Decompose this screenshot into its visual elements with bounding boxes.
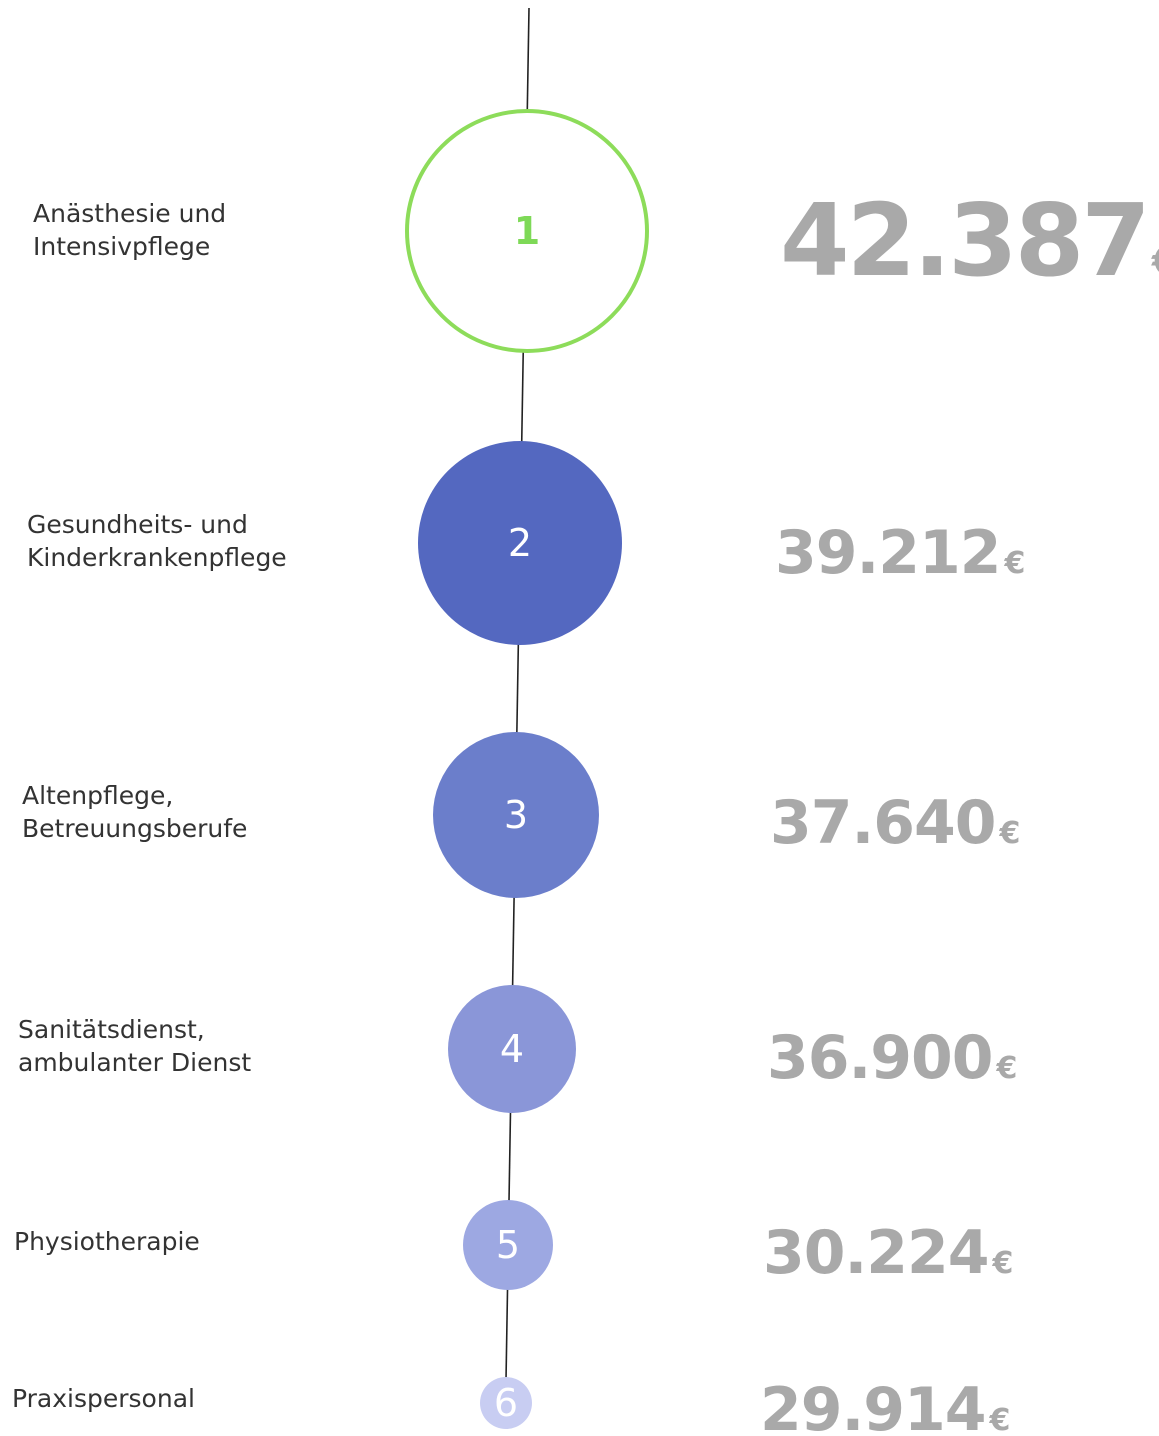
rank-circle (480, 1377, 532, 1429)
category-label: Sanitätsdienst, (18, 1015, 205, 1044)
currency: € (999, 816, 1020, 851)
category-label: Intensivpflege (33, 232, 210, 261)
category-label: Physiotherapie (14, 1227, 200, 1256)
category-label: Altenpflege, (22, 781, 173, 810)
currency: € (996, 1051, 1017, 1086)
amount-value: 29.914 (760, 1375, 986, 1436)
category-label: Gesundheits- und (27, 510, 248, 539)
rank-circle (463, 1200, 553, 1290)
rank-number: 4 (500, 1027, 524, 1071)
currency: € (1151, 239, 1159, 285)
rank-number: 2 (508, 521, 532, 565)
category-label: Praxispersonal (12, 1384, 195, 1413)
category-label: Anästhesie und (33, 199, 226, 228)
rank-circle (418, 441, 622, 645)
amount: 42.387€ (780, 182, 1159, 299)
rank-number: 3 (504, 793, 528, 837)
rank-circle (405, 109, 649, 353)
rank-circle (448, 985, 576, 1113)
amount: 30.224 € (763, 1218, 1012, 1288)
amount-value: 30.224 (763, 1218, 989, 1288)
currency: € (992, 1246, 1013, 1281)
amount: 29.914 € (760, 1375, 1009, 1436)
rank-number: 1 (514, 209, 540, 253)
rank-number: 6 (494, 1381, 518, 1425)
amount-value: 37.640 (770, 788, 996, 858)
amount: 39.212 € (775, 518, 1024, 588)
amount-value: 36.900 (767, 1023, 993, 1093)
currency: € (1004, 546, 1025, 581)
rank-number: 5 (496, 1223, 520, 1267)
amount: 36.900 € (767, 1023, 1016, 1093)
amount-value: 39.212 (775, 518, 1001, 588)
category-label: Kinderkrankenpflege (27, 543, 287, 572)
currency: € (989, 1403, 1010, 1436)
category-label: Betreuungsberufe (22, 814, 247, 843)
amount: 37.640 € (770, 788, 1019, 858)
amount-value: 42.387 (780, 182, 1148, 299)
rank-circle (433, 732, 599, 898)
category-label: ambulanter Dienst (18, 1048, 251, 1077)
